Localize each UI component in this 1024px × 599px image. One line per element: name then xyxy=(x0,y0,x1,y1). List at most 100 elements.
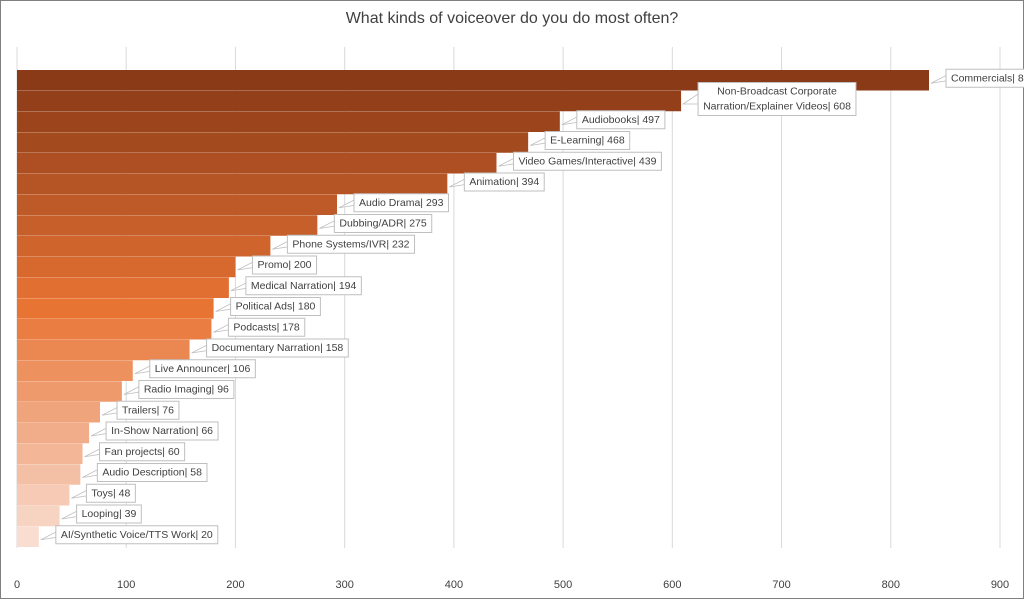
label-text: Audio Drama| 293 xyxy=(359,197,444,209)
data-label: Trailers| 76 xyxy=(101,400,180,420)
bar xyxy=(17,256,236,278)
label-text: AI/Synthetic Voice/TTS Work| 20 xyxy=(61,529,213,541)
label-box xyxy=(544,131,631,150)
x-axis-ticks: 0 100 200 300 400 500 600 700 800 900 xyxy=(14,579,1009,591)
label-text: Looping| 39 xyxy=(82,508,137,520)
data-label: E-Learning| 468 xyxy=(529,131,631,150)
label-box xyxy=(206,338,349,358)
label-box xyxy=(230,297,321,316)
label-text: Video Games/Interactive| 439 xyxy=(518,155,656,167)
callout-pointer xyxy=(930,74,947,84)
label-text: Radio Imaging| 96 xyxy=(144,384,229,396)
label-box xyxy=(463,172,545,192)
data-label: Audio Description| 58 xyxy=(82,463,208,482)
label-text: Documentary Narration| 158 xyxy=(212,342,344,354)
label-box xyxy=(227,317,306,337)
callout-pointer xyxy=(213,323,229,333)
label-box xyxy=(138,380,235,399)
callout-pointer xyxy=(101,406,118,416)
data-label: Audio Drama| 293 xyxy=(338,193,449,213)
data-label: In-Show Narration| 66 xyxy=(90,421,219,441)
callout-pointer xyxy=(681,93,699,105)
label-text: Commercials| 835 xyxy=(951,72,1024,84)
label-text: Animation| 394 xyxy=(469,176,539,188)
label-box xyxy=(96,463,208,482)
data-label: Looping| 39 xyxy=(61,504,142,524)
data-label: Video Games/Interactive| 439 xyxy=(498,151,662,171)
x-tick-label: 800 xyxy=(882,579,900,591)
label-text: Medical Narration| 194 xyxy=(251,280,357,292)
label-text: Audiobooks| 497 xyxy=(582,114,660,126)
bar xyxy=(17,194,338,215)
label-text: E-Learning| 468 xyxy=(550,135,625,147)
data-label: Promo| 200 xyxy=(237,255,318,275)
data-label: Political Ads| 180 xyxy=(215,297,321,316)
label-box xyxy=(99,442,186,462)
callout-pointer xyxy=(319,220,335,229)
x-tick-label: 400 xyxy=(445,579,463,591)
callout-pointer xyxy=(237,261,253,271)
label-box xyxy=(286,234,416,254)
callout-pointer xyxy=(71,489,87,499)
label-box xyxy=(245,276,362,296)
bar xyxy=(17,90,682,112)
x-tick-label: 300 xyxy=(335,579,353,591)
data-label: Commercials| 835 xyxy=(930,68,1024,88)
data-label: Live Announcer| 106 xyxy=(134,359,256,379)
data-label: Toys| 48 xyxy=(71,483,136,503)
label-box xyxy=(85,483,136,503)
data-label: Non-Broadcast Corporate Narration/Explain… xyxy=(681,82,857,116)
callout-pointer xyxy=(529,137,546,146)
label-box xyxy=(149,359,256,379)
data-label: Documentary Narration| 158 xyxy=(191,338,349,358)
label-text: Audio Description| 58 xyxy=(102,467,202,479)
data-label: Podcasts| 178 xyxy=(213,317,306,337)
label-text: Toys| 48 xyxy=(91,487,130,499)
label-box xyxy=(576,110,666,130)
label-text: In-Show Narration| 66 xyxy=(111,425,213,437)
data-label: Fan projects| 60 xyxy=(84,442,186,462)
callout-pointer xyxy=(215,303,232,312)
label-box xyxy=(76,504,142,524)
label-box xyxy=(55,525,219,545)
label-text: Dubbing/ADR| 275 xyxy=(339,218,427,230)
bar xyxy=(17,526,39,547)
label-box xyxy=(697,82,857,116)
label-text: Fan projects| 60 xyxy=(105,446,180,458)
label-text: Live Announcer| 106 xyxy=(155,363,251,375)
callout-pointer xyxy=(191,344,207,354)
callout-pointer xyxy=(90,427,107,437)
x-tick-label: 700 xyxy=(772,579,790,591)
label-box xyxy=(333,214,433,233)
data-label: Audiobooks| 497 xyxy=(561,110,666,130)
data-label: Medical Narration| 194 xyxy=(230,276,362,296)
data-label: Dubbing/ADR| 275 xyxy=(319,214,433,233)
bar xyxy=(17,236,271,257)
callout-pointer xyxy=(61,510,77,520)
x-tick-label: 900 xyxy=(991,579,1009,591)
data-labels: Commercials| 835 Non-Broadcast CorporateN… xyxy=(40,68,1024,545)
bar xyxy=(17,360,133,381)
bar xyxy=(17,381,122,402)
callout-pointer xyxy=(134,365,151,375)
callout-pointer xyxy=(449,178,465,188)
bar xyxy=(17,153,497,174)
x-tick-label: 500 xyxy=(554,579,572,591)
label-text: Promo| 200 xyxy=(257,259,311,271)
callout-pointer xyxy=(272,240,288,250)
x-tick-label: 0 xyxy=(14,579,20,591)
label-text: Trailers| 76 xyxy=(122,404,174,416)
callout-pointer xyxy=(230,282,247,292)
callout-pointer xyxy=(84,448,100,458)
bar xyxy=(17,132,529,153)
x-tick-label: 100 xyxy=(117,579,135,591)
label-box xyxy=(353,193,449,213)
label-text: Political Ads| 180 xyxy=(236,301,316,313)
x-tick-label: 200 xyxy=(226,579,244,591)
callout-pointer xyxy=(40,531,57,541)
bar xyxy=(17,464,81,485)
bar xyxy=(17,319,212,340)
bar xyxy=(17,422,90,444)
callout-pointer xyxy=(561,116,578,126)
